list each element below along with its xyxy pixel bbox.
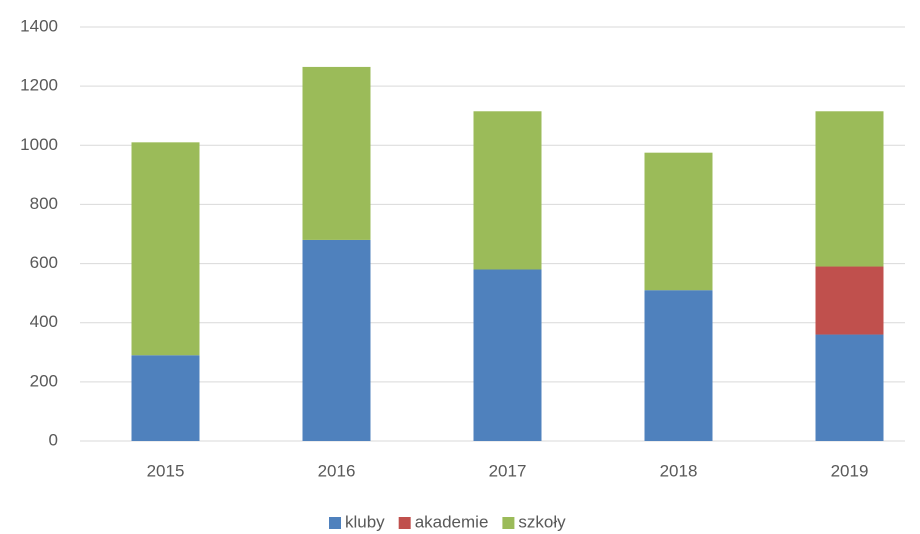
x-tick-label: 2017 bbox=[489, 461, 527, 480]
bar-segment bbox=[815, 111, 884, 267]
legend-swatch bbox=[398, 517, 411, 529]
y-tick-label: 1400 bbox=[20, 16, 58, 35]
bar-segment bbox=[815, 266, 884, 335]
y-tick-label: 1000 bbox=[20, 135, 58, 154]
bar-segment bbox=[302, 66, 371, 240]
legend-swatch bbox=[502, 517, 515, 529]
y-tick-label: 800 bbox=[30, 194, 58, 213]
bar-segment bbox=[131, 355, 200, 441]
y-tick-label: 200 bbox=[30, 371, 58, 390]
y-tick-label: 0 bbox=[49, 430, 58, 449]
y-tick-label: 400 bbox=[30, 312, 58, 331]
y-tick-label: 600 bbox=[30, 253, 58, 272]
bar-segment bbox=[473, 111, 542, 270]
bar-segment bbox=[131, 142, 200, 356]
legend-label: akademie bbox=[415, 512, 489, 531]
bar-segment bbox=[815, 334, 884, 441]
legend-swatch bbox=[329, 517, 341, 529]
bar-segment bbox=[473, 269, 542, 441]
x-tick-label: 2018 bbox=[660, 461, 698, 480]
legend-label: szkoły bbox=[518, 512, 566, 531]
x-tick-label: 2016 bbox=[318, 461, 356, 480]
x-tick-label: 2019 bbox=[831, 461, 869, 480]
bar-segment bbox=[302, 239, 371, 441]
y-tick-label: 1200 bbox=[20, 76, 58, 95]
bar-segment bbox=[644, 152, 713, 291]
bar-segment bbox=[644, 290, 713, 441]
x-tick-label: 2015 bbox=[147, 461, 185, 480]
legend-label: kluby bbox=[345, 512, 385, 531]
